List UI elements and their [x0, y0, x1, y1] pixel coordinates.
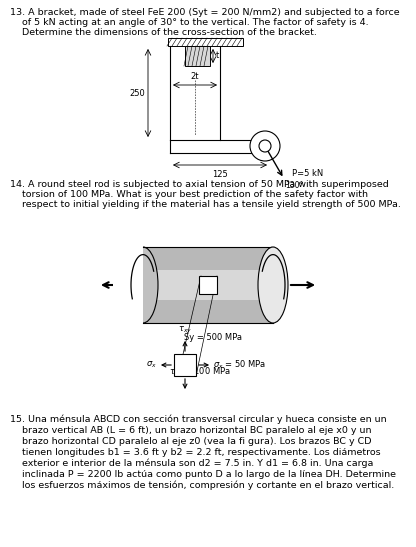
Text: 130°: 130°: [285, 181, 303, 190]
Text: $\tau_{xy}$ = 100 MPa: $\tau_{xy}$ = 100 MPa: [169, 366, 231, 379]
Text: inclinada P = 2200 lb actúa como punto D a lo largo de la línea DH. Determine: inclinada P = 2200 lb actúa como punto D…: [10, 470, 396, 479]
Text: 125: 125: [212, 170, 228, 179]
Bar: [143, 247, 273, 323]
Text: exterior e interior de la ménsula son d2 = 7.5 in. Y d1 = 6.8 in. Una carga: exterior e interior de la ménsula son d2…: [10, 459, 374, 468]
Bar: [143, 270, 273, 300]
Text: torsion of 100 MPa. What is your best prediction of the safety factor with: torsion of 100 MPa. What is your best pr…: [10, 190, 368, 199]
Text: Determine the dimensions of the cross-section of the bracket.: Determine the dimensions of the cross-se…: [10, 28, 317, 37]
Bar: [113, 242, 143, 328]
Text: of 5 kN acting at an angle of 30° to the vertical. The factor of safety is 4.: of 5 kN acting at an angle of 30° to the…: [10, 18, 369, 27]
Ellipse shape: [258, 247, 288, 323]
Text: tienen longitudes b1 = 3.6 ft y b2 = 2.2 ft, respectivamente. Los diámetros: tienen longitudes b1 = 3.6 ft y b2 = 2.2…: [10, 448, 381, 457]
Text: 250: 250: [129, 89, 145, 97]
Text: brazo vertical AB (L = 6 ft), un brazo horizontal BC paralelo al eje x0 y un: brazo vertical AB (L = 6 ft), un brazo h…: [10, 426, 371, 435]
Text: $\tau_{xy}$: $\tau_{xy}$: [178, 325, 192, 336]
Text: $\sigma_x$ = 50 MPa: $\sigma_x$ = 50 MPa: [213, 359, 266, 371]
Bar: [168, 38, 243, 46]
Bar: [174, 354, 196, 376]
Circle shape: [250, 131, 280, 161]
Text: los esfuerzos máximos de tensión, compresión y cortante en el brazo vertical.: los esfuerzos máximos de tensión, compre…: [10, 481, 394, 491]
Text: 14. A round steel rod is subjected to axial tension of 50 MPa with superimposed: 14. A round steel rod is subjected to ax…: [10, 180, 389, 189]
Text: $\sigma_x$: $\sigma_x$: [146, 360, 157, 370]
Bar: [185, 46, 210, 66]
Text: Sy = 500 MPa: Sy = 500 MPa: [184, 333, 242, 342]
Text: 13. A bracket, made of steel FeE 200 (Syt = 200 N/mm2) and subjected to a force: 13. A bracket, made of steel FeE 200 (Sy…: [10, 8, 400, 17]
Text: brazo horizontal CD paralelo al eje z0 (vea la fi gura). Los brazos BC y CD: brazo horizontal CD paralelo al eje z0 (…: [10, 437, 371, 446]
Text: t: t: [216, 51, 219, 61]
Ellipse shape: [128, 247, 158, 323]
Text: P=5 kN: P=5 kN: [292, 170, 323, 178]
Bar: [199, 276, 217, 294]
Text: 2t: 2t: [191, 72, 199, 81]
Text: 15. Una ménsula ABCD con sección transversal circular y hueca consiste en un: 15. Una ménsula ABCD con sección transve…: [10, 415, 386, 424]
Text: respect to initial yielding if the material has a tensile yield strength of 500 : respect to initial yielding if the mater…: [10, 200, 401, 209]
Circle shape: [259, 140, 271, 152]
